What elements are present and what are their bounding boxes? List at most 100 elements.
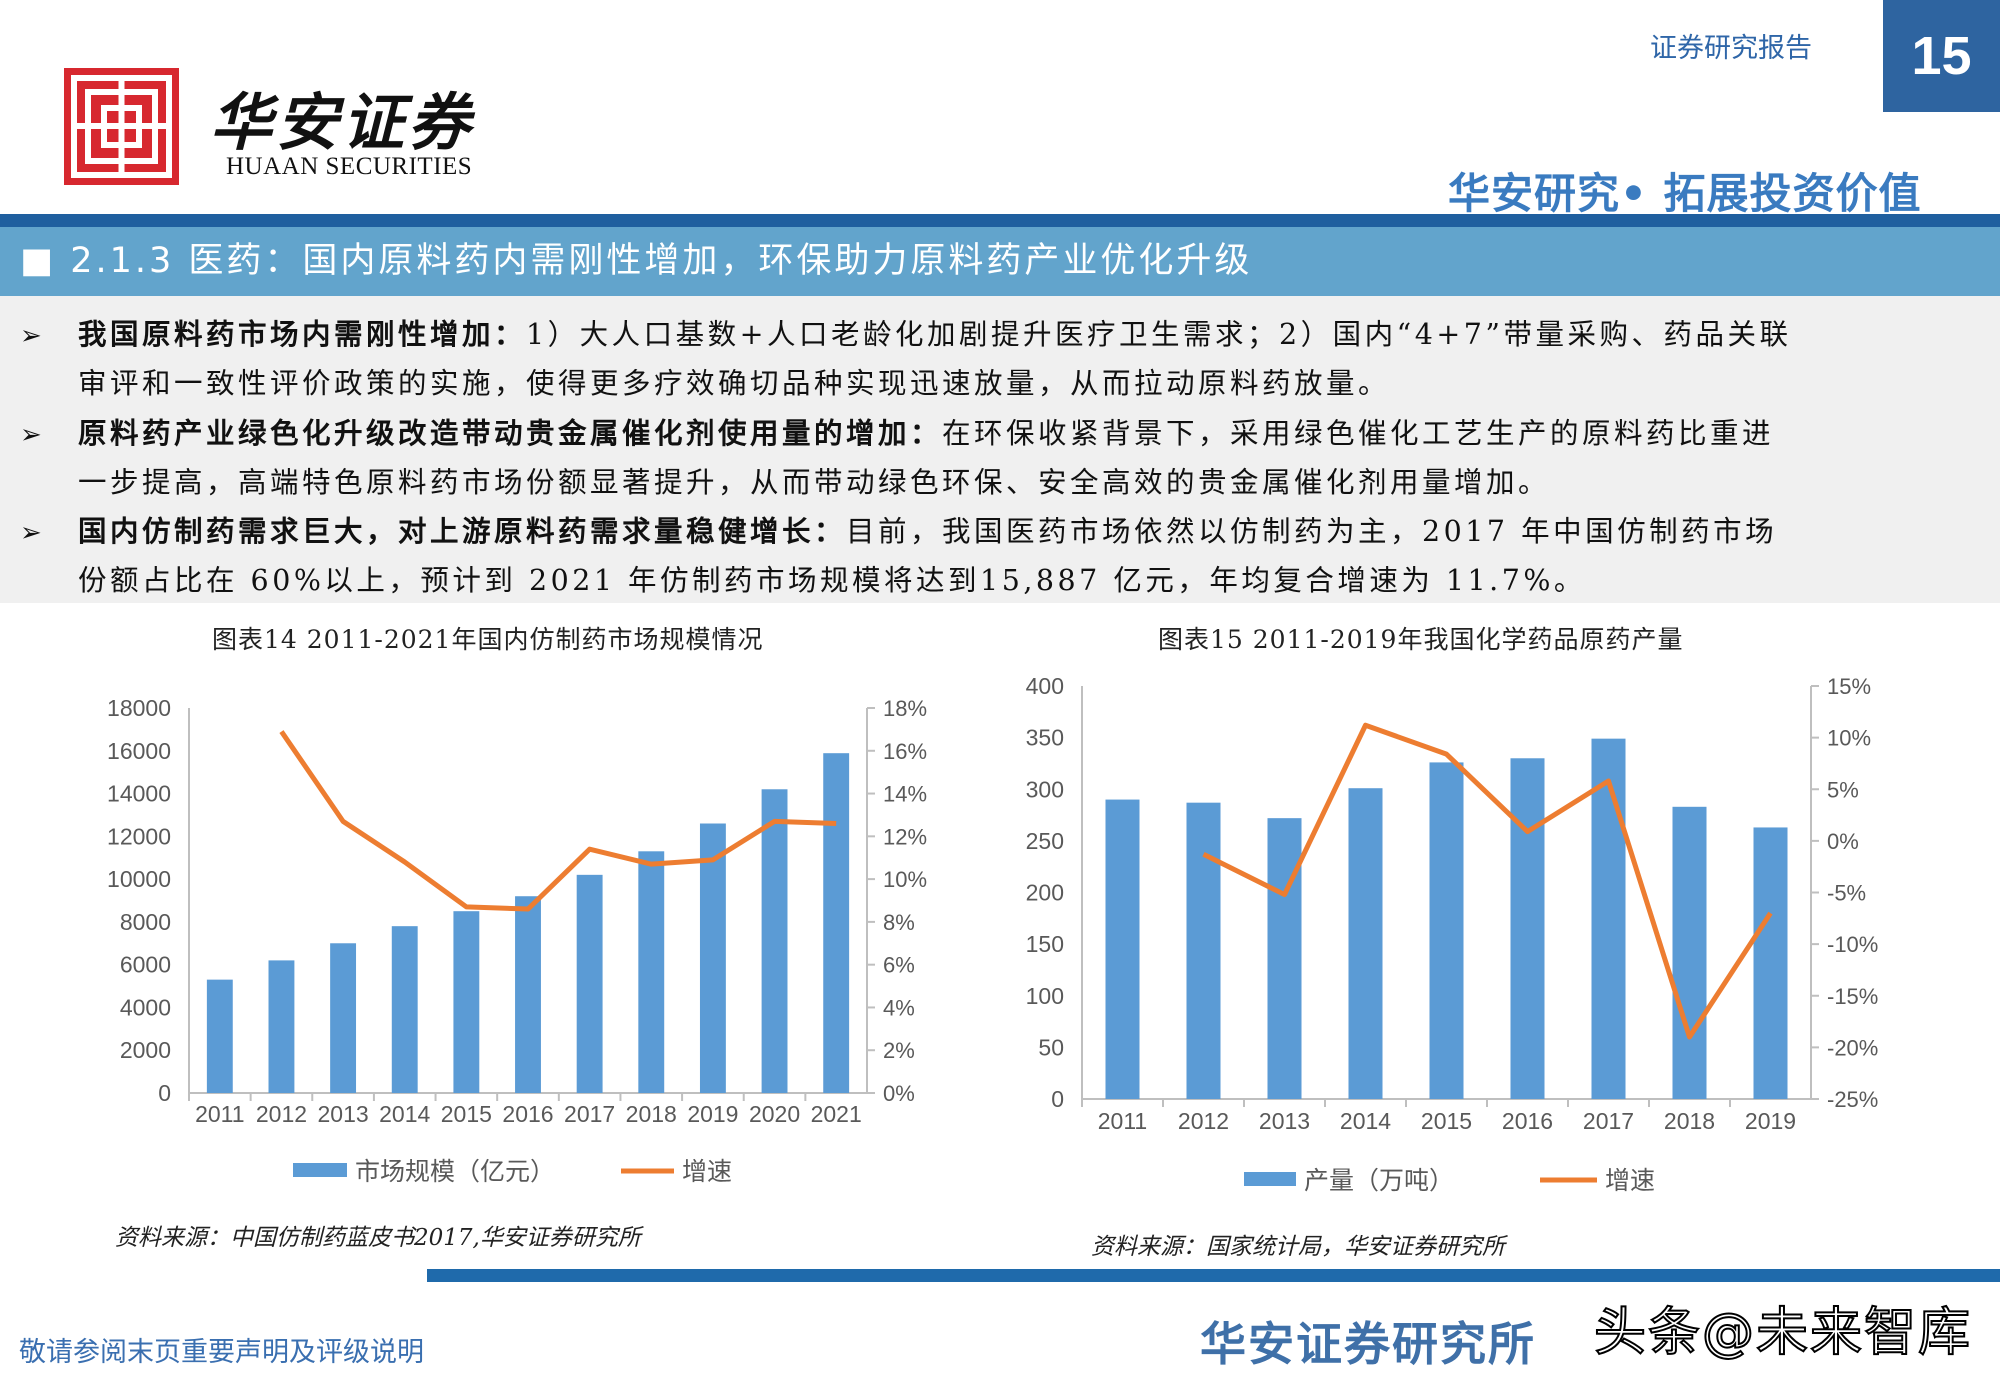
x-tick-label: 2015 xyxy=(441,1101,492,1127)
y2-tick-label: 10% xyxy=(883,867,927,892)
brand-name-cn: 华安证券 xyxy=(210,86,475,159)
legend-bar-label: 市场规模（亿元） xyxy=(355,1157,555,1186)
bar-2018 xyxy=(638,851,665,1093)
x-tick-label: 2021 xyxy=(811,1101,862,1127)
growth-line xyxy=(279,730,837,912)
x-tick-label: 2013 xyxy=(1259,1108,1310,1134)
report-type: 证券研究报告 xyxy=(1650,33,1812,64)
y-tick-label: 8000 xyxy=(120,909,171,935)
bar-2013 xyxy=(1267,818,1302,1099)
logo-emblem-icon xyxy=(71,75,172,178)
x-tick-label: 2019 xyxy=(1745,1108,1796,1134)
y2-tick-label: 0% xyxy=(883,1081,915,1106)
y-tick-label: 10000 xyxy=(107,866,171,892)
y-tick-label: 4000 xyxy=(120,994,171,1020)
bar-2016 xyxy=(1510,758,1545,1099)
watermark-under: 华安证券研究所 xyxy=(1200,1317,1536,1371)
y-tick-label: 250 xyxy=(1026,828,1064,854)
bar-2014 xyxy=(1348,788,1383,1099)
x-tick-label: 2014 xyxy=(1340,1108,1391,1134)
bar-2016 xyxy=(515,896,541,1093)
y-tick-label: 50 xyxy=(1038,1034,1064,1060)
y-tick-label: 400 xyxy=(1026,673,1064,699)
x-tick-label: 2016 xyxy=(1502,1108,1553,1134)
x-tick-label: 2017 xyxy=(564,1101,615,1127)
company-logo xyxy=(64,68,179,185)
bullet-3-text: 目前，我国医药市场依然以仿制药为主，2017 年中国仿制药市场 xyxy=(846,515,1778,548)
y-tick-label: 12000 xyxy=(107,823,171,849)
y-tick-label: 6000 xyxy=(120,952,171,978)
arrow-bullet-icon: ➢ xyxy=(20,420,46,450)
y2-tick-label: 15% xyxy=(1827,674,1871,699)
y2-tick-label: 4% xyxy=(883,995,915,1020)
y2-tick-label: -10% xyxy=(1827,932,1878,957)
x-tick-label: 2017 xyxy=(1583,1108,1634,1134)
bullet-2-line-1: ➢ 原料药产业绿色化升级改造带动贵金属催化剂使用量的增加：在环保收紧背景下，采用绿… xyxy=(20,411,1990,452)
y-tick-label: 0 xyxy=(158,1080,171,1106)
y-tick-label: 300 xyxy=(1026,776,1064,802)
y2-tick-label: -5% xyxy=(1827,881,1866,906)
bar-2017 xyxy=(576,874,603,1093)
y2-tick-label: 16% xyxy=(883,739,927,764)
legend-bar-swatch xyxy=(293,1163,347,1177)
x-tick-label: 2012 xyxy=(1178,1108,1229,1134)
bullet-1-line-1: ➢ 我国原料药市场内需刚性增加：1）大人口基数+人口老龄化加剧提升医疗卫生需求；2… xyxy=(20,312,1990,353)
bullet-2-text: 在环保收紧背景下，采用绿色催化工艺生产的原料药比重进 xyxy=(942,417,1775,450)
footer-divider xyxy=(427,1269,2000,1282)
y2-tick-label: 12% xyxy=(883,824,927,849)
bullet-2-heading: 原料药产业绿色化升级改造带动贵金属催化剂使用量的增加： xyxy=(78,416,943,450)
y-tick-label: 150 xyxy=(1026,931,1064,957)
x-tick-label: 2014 xyxy=(379,1101,430,1127)
y2-tick-label: 8% xyxy=(883,910,915,935)
y2-tick-label: 5% xyxy=(1827,777,1859,802)
page-number: 15 xyxy=(1883,0,2000,112)
bullet-3-line-1: ➢ 国内仿制药需求巨大，对上游原料药需求量稳健增长：目前，我国医药市场依然以仿制药… xyxy=(20,509,1990,550)
legend-bar-label: 产量（万吨） xyxy=(1304,1166,1454,1195)
y-tick-label: 16000 xyxy=(107,738,171,764)
chart-2-source: 资料来源：国家统计局，华安证券研究所 xyxy=(1091,1234,1505,1260)
bar-2011 xyxy=(206,979,233,1093)
bar-2015 xyxy=(1429,762,1464,1099)
chart-2: 0 50 100 150 200 250 300 350 400 -25% -20% -15% -10%… xyxy=(1026,673,1879,1195)
bar-2019 xyxy=(1753,827,1788,1099)
x-tick-label: 2011 xyxy=(195,1101,244,1127)
bar-2021 xyxy=(823,753,850,1093)
bullet-3-heading: 国内仿制药需求巨大，对上游原料药需求量稳健增长： xyxy=(78,514,847,548)
bullet-1-heading: 我国原料药市场内需刚性增加： xyxy=(78,317,527,351)
bar-2019 xyxy=(699,823,726,1093)
y-tick-label: 2000 xyxy=(120,1037,171,1063)
bar-2011 xyxy=(1105,799,1140,1099)
y2-tick-label: -25% xyxy=(1827,1087,1878,1112)
y-tick-label: 100 xyxy=(1026,983,1064,1009)
bar-2017 xyxy=(1591,738,1626,1099)
x-tick-label: 2016 xyxy=(502,1101,553,1127)
bar-2012 xyxy=(268,960,295,1093)
brand-name-en: HUAAN SECURITIES xyxy=(226,153,473,180)
bar-2013 xyxy=(330,943,357,1093)
bar-2018 xyxy=(1672,806,1707,1099)
y-tick-label: 0 xyxy=(1051,1086,1064,1112)
y2-tick-label: -20% xyxy=(1827,1035,1878,1060)
x-tick-label: 2012 xyxy=(256,1101,307,1127)
growth-line xyxy=(1202,722,1773,1040)
bullet-list: ➢ 我国原料药市场内需刚性增加：1）大人口基数+人口老龄化加剧提升医疗卫生需求；2… xyxy=(0,296,2000,603)
y-tick-label: 200 xyxy=(1026,880,1064,906)
x-tick-label: 2018 xyxy=(626,1101,677,1127)
x-tick-label: 2018 xyxy=(1664,1108,1715,1134)
chart-2-title: 图表15 2011-2019年我国化学药品原药产量 xyxy=(1158,625,1684,654)
x-tick-label: 2015 xyxy=(1421,1108,1472,1134)
bar-2015 xyxy=(453,911,480,1093)
y2-tick-label: 14% xyxy=(883,782,927,807)
bar-2014 xyxy=(391,926,418,1093)
x-tick-label: 2019 xyxy=(687,1101,738,1127)
y2-tick-label: 18% xyxy=(883,696,927,721)
arrow-bullet-icon: ➢ xyxy=(20,518,46,548)
y2-tick-label: -15% xyxy=(1827,984,1878,1009)
y2-tick-label: 6% xyxy=(883,953,915,978)
header-divider xyxy=(0,214,2000,227)
bullet-3-line-2: 份额占比在 60%以上，预计到 2021 年仿制药市场规模将达到15,887 亿… xyxy=(78,564,1586,597)
x-tick-label: 2011 xyxy=(1098,1108,1147,1134)
bullet-2-line-2: 一步提高，高端特色原料药市场份额显著提升，从而带动绿色环保、安全高效的贵金属催化… xyxy=(78,466,1551,499)
chart-1-title: 图表14 2011-2021年国内仿制药市场规模情况 xyxy=(212,625,764,654)
y2-tick-label: 0% xyxy=(1827,829,1859,854)
